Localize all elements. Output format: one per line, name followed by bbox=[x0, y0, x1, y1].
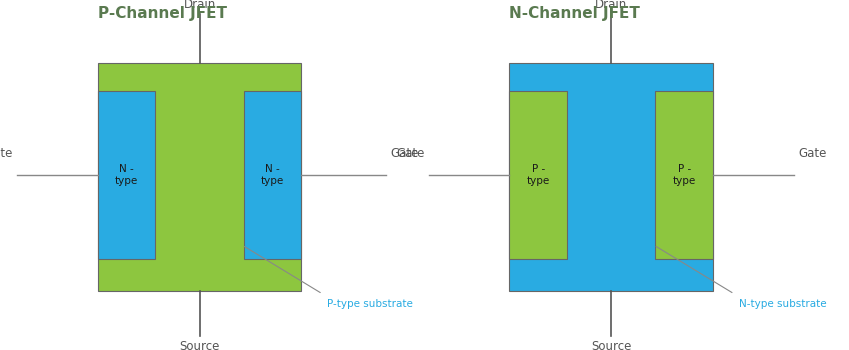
Bar bbox=[509, 63, 713, 290]
Text: P -
type: P - type bbox=[672, 164, 696, 186]
Text: N-type substrate: N-type substrate bbox=[739, 299, 826, 309]
Bar bbox=[509, 91, 567, 259]
Text: N -
type: N - type bbox=[115, 164, 138, 186]
Text: P-Channel JFET: P-Channel JFET bbox=[98, 6, 227, 21]
Text: Drain: Drain bbox=[183, 0, 216, 10]
Bar bbox=[244, 91, 301, 259]
Text: Gate: Gate bbox=[798, 147, 826, 161]
Text: Gate: Gate bbox=[0, 147, 13, 161]
Text: Drain: Drain bbox=[595, 0, 627, 10]
Text: N -
type: N - type bbox=[261, 164, 284, 186]
Bar bbox=[98, 63, 301, 290]
Text: Gate: Gate bbox=[391, 147, 419, 161]
Bar bbox=[655, 91, 713, 259]
Text: P -
type: P - type bbox=[526, 164, 550, 186]
Text: P-type substrate: P-type substrate bbox=[327, 299, 413, 309]
Bar bbox=[98, 91, 155, 259]
Text: Gate: Gate bbox=[396, 147, 424, 161]
Text: Source: Source bbox=[591, 340, 632, 350]
Text: N-Channel JFET: N-Channel JFET bbox=[509, 6, 640, 21]
Text: Source: Source bbox=[179, 340, 220, 350]
